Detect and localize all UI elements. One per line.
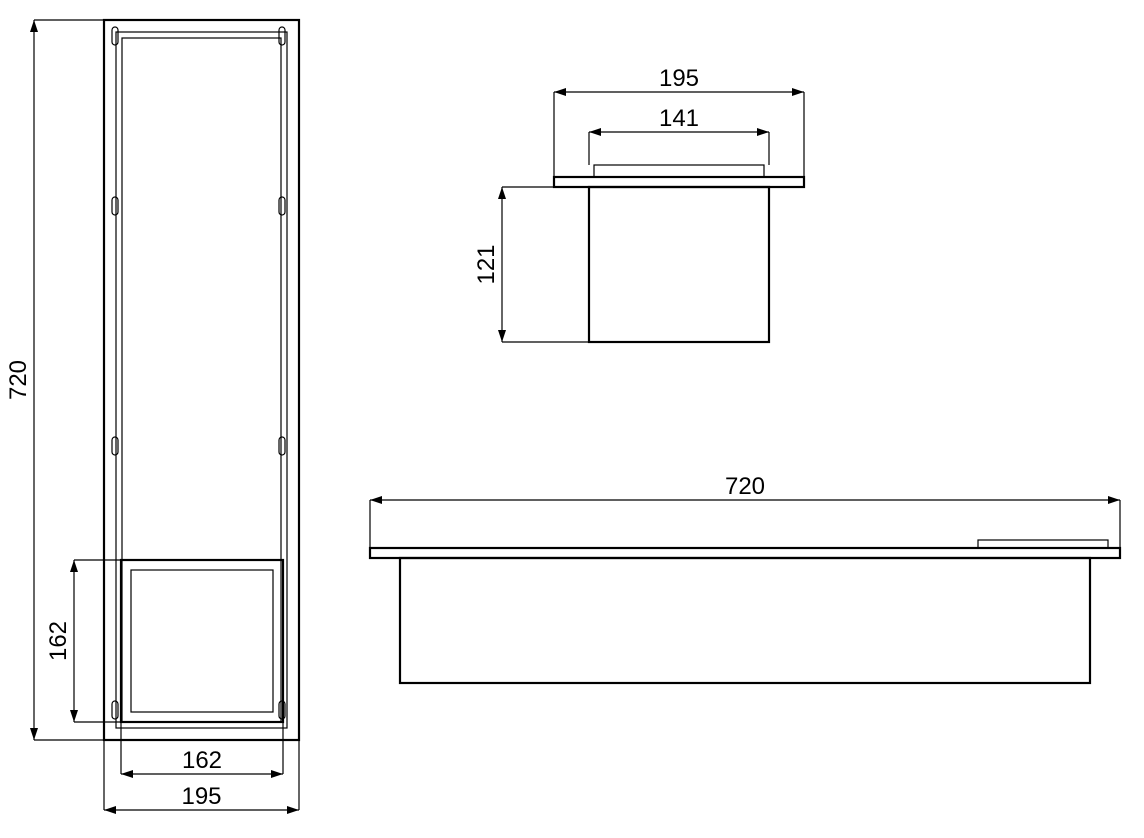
front-inner-frame-2: [122, 38, 281, 722]
front-outer-plate: [104, 20, 299, 740]
mounting-slot: [279, 437, 285, 455]
mounting-slot: [279, 197, 285, 215]
engineering-drawing: 720 162 195 162 195 141 121 720: [0, 0, 1144, 838]
top-flange: [554, 177, 804, 187]
mounting-slot: [279, 27, 285, 45]
front-width-195: 195: [181, 783, 221, 810]
side-lid: [978, 540, 1108, 548]
side-flange: [370, 548, 1120, 558]
top-body: [589, 187, 769, 342]
top-depth-121: 121: [473, 244, 500, 284]
mounting-slot: [112, 27, 118, 45]
mounting-slot: [112, 437, 118, 455]
mounting-slot: [112, 701, 118, 719]
mounting-slot: [112, 197, 118, 215]
top-body-141: 141: [659, 105, 699, 132]
front-lower-162-v: 162: [45, 621, 72, 661]
front-height-720: 720: [5, 360, 32, 400]
top-lid: [594, 165, 764, 177]
front-inner-frame-1: [116, 32, 287, 728]
front-lower-162-h: 162: [182, 747, 222, 774]
front-lower-panel: [121, 560, 283, 722]
side-body: [400, 558, 1090, 683]
front-lower-panel-inner: [131, 570, 273, 712]
top-flange-195: 195: [659, 65, 699, 92]
side-length-720: 720: [725, 473, 765, 500]
